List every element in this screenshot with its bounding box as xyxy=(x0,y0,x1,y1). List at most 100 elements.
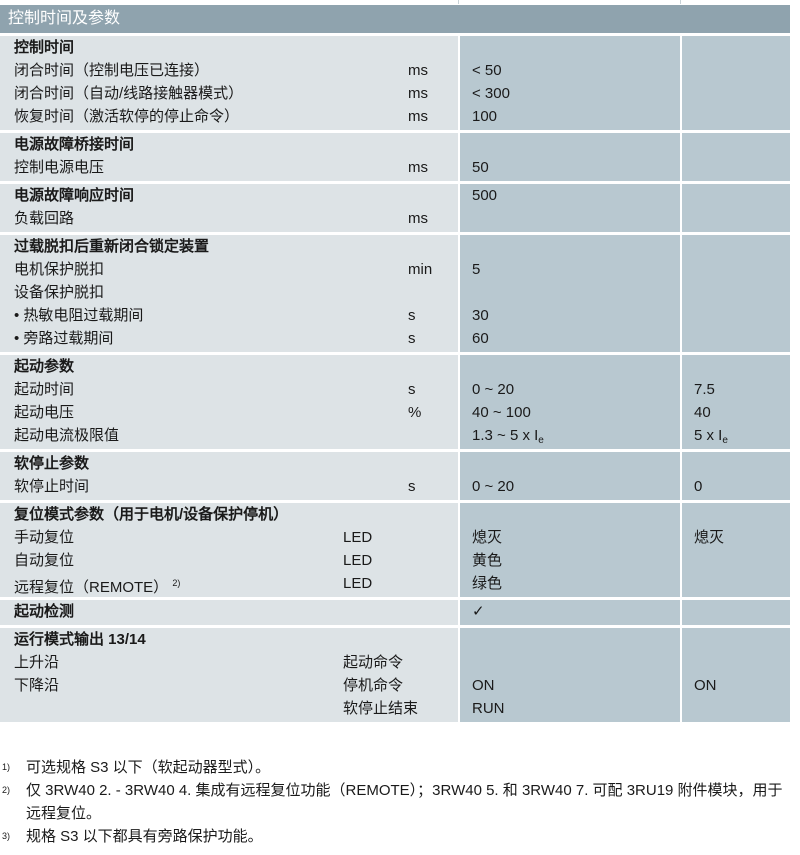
default-column xyxy=(682,133,790,181)
parameter-row: 软停止时间 s xyxy=(14,475,458,498)
table-section: 起动参数起动时间 s 起动电压% 起动电流极限值 0 ~ 20 40 ~ 100 1.3 ~… xyxy=(0,355,790,449)
default-value: ON xyxy=(694,677,717,694)
parameter-row: 复位模式参数（用于电机/设备保护停机） xyxy=(14,503,458,526)
value: RUN xyxy=(472,700,505,717)
parameter-row: 起动电压% xyxy=(14,401,458,424)
parameter-label: 起动电流极限值 xyxy=(14,427,120,444)
default-value: 5 x I xyxy=(694,427,723,444)
footnote-mark: 3) xyxy=(2,831,11,841)
parameter-label: 电机保护脱扣 xyxy=(14,261,105,278)
default-column xyxy=(682,600,790,625)
value-cell xyxy=(472,235,680,258)
default-cell xyxy=(694,452,790,475)
value-column: 0 ~ 20 xyxy=(460,452,680,500)
default-cell xyxy=(694,304,790,327)
default-cell xyxy=(694,207,790,230)
unit: % xyxy=(408,404,422,421)
table-section: 起动检测 ✓ xyxy=(0,600,790,625)
value-column: 熄灭 黄色 绿色 xyxy=(460,503,680,597)
value-cell: 500 xyxy=(472,184,680,207)
parameter-label: 闭合时间（控制电压已连接） xyxy=(14,62,210,79)
parameter-label: 闭合时间（自动/线路接触器模式） xyxy=(14,85,244,102)
parameter-row: • 旁路过载期间 s xyxy=(14,327,458,350)
table-section: 控制时间 闭合时间（控制电压已连接） ms 闭合时间（自动/线路接触器模式） ms 恢复时… xyxy=(0,36,790,130)
value-cell: 黄色 xyxy=(472,549,680,572)
unit: ms xyxy=(408,210,428,227)
unit: s xyxy=(408,381,416,398)
default-cell: ON xyxy=(694,674,790,697)
parameter-label: 下降沿 xyxy=(14,677,60,694)
default-cell xyxy=(694,105,790,128)
parameter-label: 软停止参数 xyxy=(14,455,90,472)
default-cell xyxy=(694,156,790,179)
value: < 300 xyxy=(472,85,510,102)
label-column: 复位模式参数（用于电机/设备保护停机） 手动复位 LED 自动复位 LED 远程复位（RE… xyxy=(0,503,458,597)
parameter-row: 负载回路 ms xyxy=(14,207,458,230)
table-section: 复位模式参数（用于电机/设备保护停机） 手动复位 LED 自动复位 LED 远程复位（RE… xyxy=(0,503,790,597)
value-cell xyxy=(472,452,680,475)
default-cell xyxy=(694,258,790,281)
parameter-label: 自动复位 xyxy=(14,552,75,569)
default-cell: 熄灭 xyxy=(694,526,790,549)
label-column: 过载脱扣后重新闭合锁定装置 电机保护脱扣 min 设备保护脱扣 • 热敏电阻过载期间 s •… xyxy=(0,235,458,352)
unit: s xyxy=(408,330,416,347)
default-column xyxy=(682,184,790,232)
value-cell: 0 ~ 20 xyxy=(472,378,680,401)
default-cell xyxy=(694,503,790,526)
default-cell xyxy=(694,327,790,350)
parameter-label: 电源故障响应时间 xyxy=(14,187,135,204)
default-cell xyxy=(694,184,790,207)
top-border xyxy=(0,0,790,4)
footnote: 1) 可选规格 S3 以下（软起动器型式）。 xyxy=(0,756,800,779)
footnote-text: 规格 S3 以下都具有旁路保护功能。 xyxy=(26,828,263,845)
value-column: 50 xyxy=(460,133,680,181)
parameter-label: 电源故障桥接时间 xyxy=(14,136,135,153)
parameter-row: 起动参数 xyxy=(14,355,458,378)
value-cell xyxy=(472,207,680,230)
parameter-row: 起动检测 xyxy=(14,600,458,623)
value-column: 5 30 60 xyxy=(460,235,680,352)
parameter-label: 远程复位（REMOTE） xyxy=(14,579,169,596)
indicator-type: LED xyxy=(343,575,373,592)
value: 40 ~ 100 xyxy=(472,404,531,421)
default-column xyxy=(682,235,790,352)
parameter-label: 过载脱扣后重新闭合锁定装置 xyxy=(14,238,210,255)
unit: ms xyxy=(408,62,428,79)
default-cell xyxy=(694,697,790,720)
value: 绿色 xyxy=(472,575,503,592)
value: 60 xyxy=(472,330,489,347)
subscript: e xyxy=(722,435,728,446)
table-section: 过载脱扣后重新闭合锁定装置 电机保护脱扣 min 设备保护脱扣 • 热敏电阻过载期间 s •… xyxy=(0,235,790,352)
default-cell xyxy=(694,235,790,258)
value-column: < 50 < 300 100 xyxy=(460,36,680,130)
label-column: 电源故障桥接时间 控制电源电压 ms xyxy=(0,133,458,181)
value-cell: ✓ xyxy=(472,600,680,623)
parameter-label: 起动时间 xyxy=(14,381,75,398)
default-cell: 0 xyxy=(694,475,790,498)
value-column: ON RUN xyxy=(460,628,680,722)
unit: ms xyxy=(408,159,428,176)
parameter-label: 恢复时间（激活软停的停止命令） xyxy=(14,108,240,125)
parameter-row: 过载脱扣后重新闭合锁定装置 xyxy=(14,235,458,258)
parameter-label: 负载回路 xyxy=(14,210,75,227)
value-cell: 50 xyxy=(472,156,680,179)
parameter-row: 电源故障桥接时间 xyxy=(14,133,458,156)
default-cell xyxy=(694,133,790,156)
value: 1.3 ~ 5 x I xyxy=(472,427,539,444)
default-cell xyxy=(694,281,790,304)
value-cell: 60 xyxy=(472,327,680,350)
default-column: ON xyxy=(682,628,790,722)
value-cell: 40 ~ 100 xyxy=(472,401,680,424)
indicator-type: 停机命令 xyxy=(343,677,404,694)
parameter-row: 自动复位 LED xyxy=(14,549,458,572)
default-cell: 5 x Ie xyxy=(694,424,790,447)
table-section: 电源故障响应时间 负载回路 ms 500 xyxy=(0,184,790,232)
value-cell: 30 xyxy=(472,304,680,327)
default-cell xyxy=(694,651,790,674)
parameter-label: 运行模式输出 13/14 xyxy=(14,631,146,648)
default-column: 熄灭 xyxy=(682,503,790,597)
value: 0 ~ 20 xyxy=(472,381,515,398)
value-column: 500 xyxy=(460,184,680,232)
footnote: 3) 规格 S3 以下都具有旁路保护功能。 xyxy=(0,825,800,848)
parameter-row: 电源故障响应时间 xyxy=(14,184,458,207)
